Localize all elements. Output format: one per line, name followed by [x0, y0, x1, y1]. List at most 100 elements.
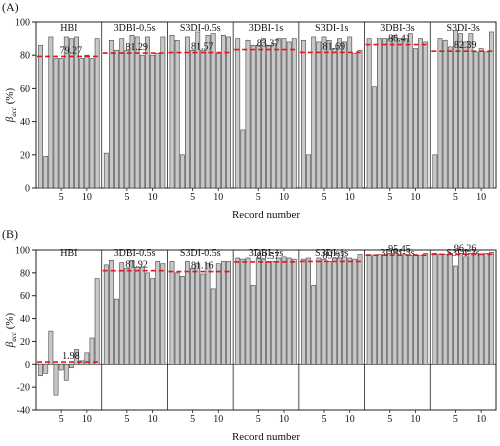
bar — [306, 154, 311, 189]
bar — [89, 337, 95, 365]
bar — [382, 255, 387, 365]
bar — [316, 257, 322, 365]
bar — [48, 330, 54, 365]
bar — [205, 34, 211, 189]
bar — [489, 31, 494, 189]
group-label: S3DI-3s — [446, 23, 479, 34]
group-label: HBI — [60, 248, 77, 259]
bar — [221, 261, 226, 365]
bar — [276, 38, 282, 189]
bar — [74, 36, 79, 189]
bar — [179, 154, 185, 189]
bar — [306, 257, 311, 365]
bar — [250, 285, 256, 365]
bar — [311, 285, 317, 365]
y-axis-label: βacc (%) — [4, 87, 18, 123]
bar — [250, 44, 256, 189]
x-tick-label: 10 — [410, 414, 420, 425]
x-axis-label: Record number — [232, 209, 300, 221]
panel-label: (B) — [2, 227, 18, 241]
bar — [352, 258, 358, 365]
bar — [226, 261, 231, 365]
x-tick-label: 5 — [322, 414, 327, 425]
bar — [392, 34, 398, 189]
bar — [109, 259, 114, 365]
x-tick-label: 5 — [190, 192, 195, 203]
bar — [103, 152, 109, 189]
bar — [489, 251, 494, 365]
bar — [453, 265, 458, 365]
bar — [447, 46, 453, 189]
mean-label: 81.92 — [125, 260, 148, 271]
bar — [392, 253, 398, 365]
bar — [129, 259, 135, 365]
group-label: 3DBI-0.5s — [114, 23, 156, 34]
group-label: HBI — [60, 23, 77, 34]
y-tick-label: -40 — [17, 406, 30, 417]
bar — [74, 349, 79, 365]
mean-label: 95.45 — [388, 244, 411, 255]
mean-label: 79.27 — [60, 45, 83, 56]
bar — [397, 255, 403, 365]
bar — [377, 254, 382, 365]
y-tick-label: 80 — [20, 51, 30, 62]
bar — [79, 58, 85, 189]
x-tick-label: 5 — [124, 414, 129, 425]
bar — [139, 54, 145, 189]
bar — [271, 43, 277, 189]
bar — [337, 257, 342, 365]
bar — [109, 39, 114, 189]
mean-label: 89.97 — [322, 250, 345, 261]
bar — [366, 38, 372, 189]
bar — [413, 254, 418, 365]
group-HBI: HBI 79.27 5 10 — [37, 23, 101, 203]
bar — [150, 54, 155, 189]
bar — [240, 129, 246, 189]
bar — [150, 278, 155, 365]
bar — [326, 39, 332, 189]
bar — [423, 253, 429, 365]
bar — [195, 31, 201, 189]
mean-label: 86.41 — [388, 34, 411, 45]
bar — [255, 44, 261, 189]
bar — [458, 253, 463, 365]
bar — [119, 262, 125, 365]
x-tick-label: 5 — [124, 192, 129, 203]
y-tick-label: 40 — [20, 314, 30, 325]
bar — [84, 352, 90, 365]
group-S3DI-1s: S3DI-1s 81.69 5 10 — [298, 22, 364, 203]
bar — [366, 254, 372, 365]
bar — [276, 257, 282, 365]
bar — [478, 254, 484, 365]
bar — [407, 33, 413, 189]
y-tick-label: 100 — [15, 18, 30, 29]
group-label: 3DBI-1s — [249, 23, 284, 34]
y-tick-label: 80 — [20, 268, 30, 279]
bar — [124, 49, 130, 189]
bar — [342, 41, 347, 189]
bar — [190, 267, 195, 365]
bar — [89, 58, 95, 189]
bar — [134, 266, 140, 365]
bar — [235, 38, 241, 189]
group-3DBI-0.5s: 3DBI-0.5s 81.29 5 10 — [101, 22, 167, 203]
x-tick-label: 5 — [59, 414, 64, 425]
y-tick-label: 0 — [25, 360, 30, 371]
bar — [169, 34, 175, 189]
bar — [407, 255, 413, 365]
x-tick-label: 10 — [213, 414, 223, 425]
bar — [321, 36, 327, 189]
bar — [53, 363, 59, 396]
x-tick-label: 10 — [148, 414, 158, 425]
bar — [266, 261, 271, 365]
bar — [301, 39, 306, 189]
group-HBI: HBI 1.98 5 10 — [37, 248, 101, 425]
bar — [200, 273, 206, 365]
mean-label: 81.57 — [191, 42, 214, 53]
bar — [43, 363, 49, 374]
group-label: S3DI-1s — [315, 248, 348, 259]
x-tick-label: 10 — [345, 192, 355, 203]
bar — [357, 49, 363, 189]
